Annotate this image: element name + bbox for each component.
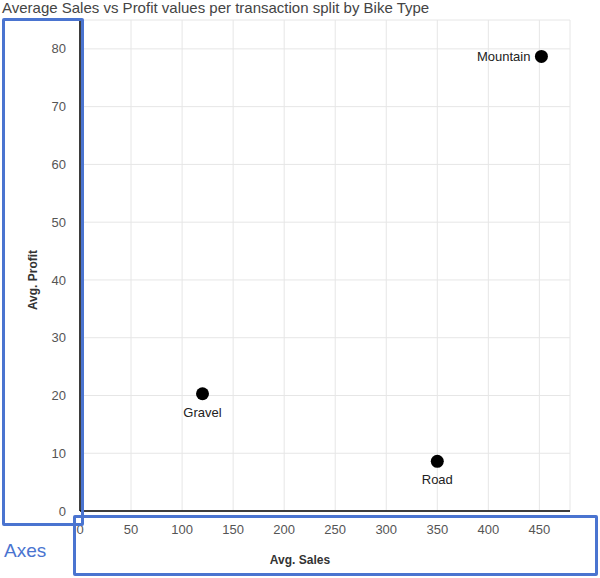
svg-text:250: 250 bbox=[324, 522, 346, 537]
svg-text:0: 0 bbox=[76, 522, 84, 538]
svg-text:50: 50 bbox=[124, 522, 138, 537]
svg-text:350: 350 bbox=[426, 522, 448, 537]
svg-text:20: 20 bbox=[52, 388, 66, 403]
svg-text:Gravel: Gravel bbox=[183, 405, 221, 420]
svg-text:Road: Road bbox=[422, 472, 453, 487]
svg-text:30: 30 bbox=[52, 330, 66, 345]
svg-text:0: 0 bbox=[59, 504, 66, 519]
svg-text:70: 70 bbox=[52, 99, 66, 114]
html-text:Avg. Profit: Avg. Profit bbox=[26, 249, 40, 311]
svg-text:450: 450 bbox=[529, 522, 551, 537]
svg-text:60: 60 bbox=[52, 157, 66, 172]
svg-text:40: 40 bbox=[52, 273, 66, 288]
svg-text:10: 10 bbox=[52, 446, 66, 461]
html-text:Avg. Sales: Avg. Sales bbox=[269, 553, 331, 567]
svg-text:150: 150 bbox=[222, 522, 244, 537]
svg-text:100: 100 bbox=[171, 522, 193, 537]
svg-text:Mountain: Mountain bbox=[477, 49, 530, 64]
svg-text:80: 80 bbox=[52, 41, 66, 56]
svg-text:300: 300 bbox=[375, 522, 397, 537]
svg-text:400: 400 bbox=[477, 522, 499, 537]
svg-text:50: 50 bbox=[52, 215, 66, 230]
html-text:Average Sales vs Profit values: Average Sales vs Profit values per trans… bbox=[2, 0, 430, 16]
svg-text:200: 200 bbox=[273, 522, 295, 537]
html-text:Axes: Axes bbox=[4, 540, 47, 561]
